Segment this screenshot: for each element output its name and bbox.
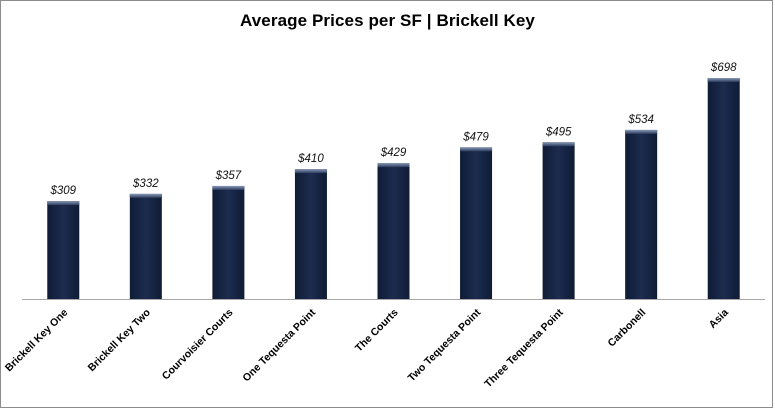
bar-cap — [460, 147, 493, 152]
bar-rect — [460, 147, 493, 299]
value-label: $534 — [627, 114, 654, 126]
bar-6 — [460, 147, 493, 299]
tick-labels-layer: Brickell Key One Brickell Key Two Courvois… — [3, 306, 731, 390]
bar-cap — [294, 169, 327, 174]
bar-rect — [542, 142, 575, 299]
bar-rect — [47, 201, 80, 299]
value-label: $495 — [545, 126, 572, 138]
bar-cap — [707, 78, 740, 82]
x-tick-label: Brickell Key Two — [86, 307, 153, 374]
bars-layer — [47, 78, 740, 299]
x-tick-label: Two Tequesta Point — [406, 306, 484, 384]
value-label: $357 — [215, 170, 242, 182]
x-tick-label: The Courts — [353, 307, 401, 355]
bar-5 — [377, 163, 410, 299]
bar-cap — [377, 163, 410, 168]
chart-title: Average Prices per SF | Brickell Key — [240, 11, 535, 30]
x-tick-label: Three Tequesta Point — [482, 306, 566, 390]
bar-cap — [625, 129, 658, 134]
value-label: $479 — [462, 131, 489, 143]
bar-rect — [294, 169, 327, 299]
bar-rect — [212, 185, 245, 299]
x-tick-label: Asia — [707, 307, 731, 331]
bar-cap — [212, 185, 245, 190]
bar-1 — [47, 201, 80, 299]
bar-3 — [212, 185, 245, 299]
bar-2 — [129, 193, 162, 299]
x-tick-label: Brickell Key One — [3, 307, 71, 375]
bar-cap — [47, 201, 80, 206]
bar-cap — [542, 142, 575, 147]
value-labels-layer: $309 $332 $357 $410 $429 $479 $495 $534 $698 — [49, 62, 737, 197]
bar-rect — [707, 78, 740, 299]
bar-8 — [625, 129, 658, 299]
x-tick-label: One Tequesta Point — [240, 306, 318, 384]
bar-4 — [294, 169, 327, 299]
bar-rect — [129, 193, 162, 299]
value-label: $429 — [380, 147, 407, 159]
value-label: $698 — [710, 62, 737, 74]
bar-cap — [129, 193, 162, 198]
bar-7 — [542, 142, 575, 299]
x-tick-label: Carbonell — [606, 307, 649, 350]
value-label: $309 — [49, 185, 76, 197]
bar-rect — [625, 129, 658, 299]
value-label: $332 — [132, 178, 159, 190]
value-label: $410 — [297, 153, 324, 165]
x-tick-label: Courvoisier Courts — [160, 307, 236, 383]
bar-rect — [377, 163, 410, 299]
bar-9 — [707, 78, 740, 299]
